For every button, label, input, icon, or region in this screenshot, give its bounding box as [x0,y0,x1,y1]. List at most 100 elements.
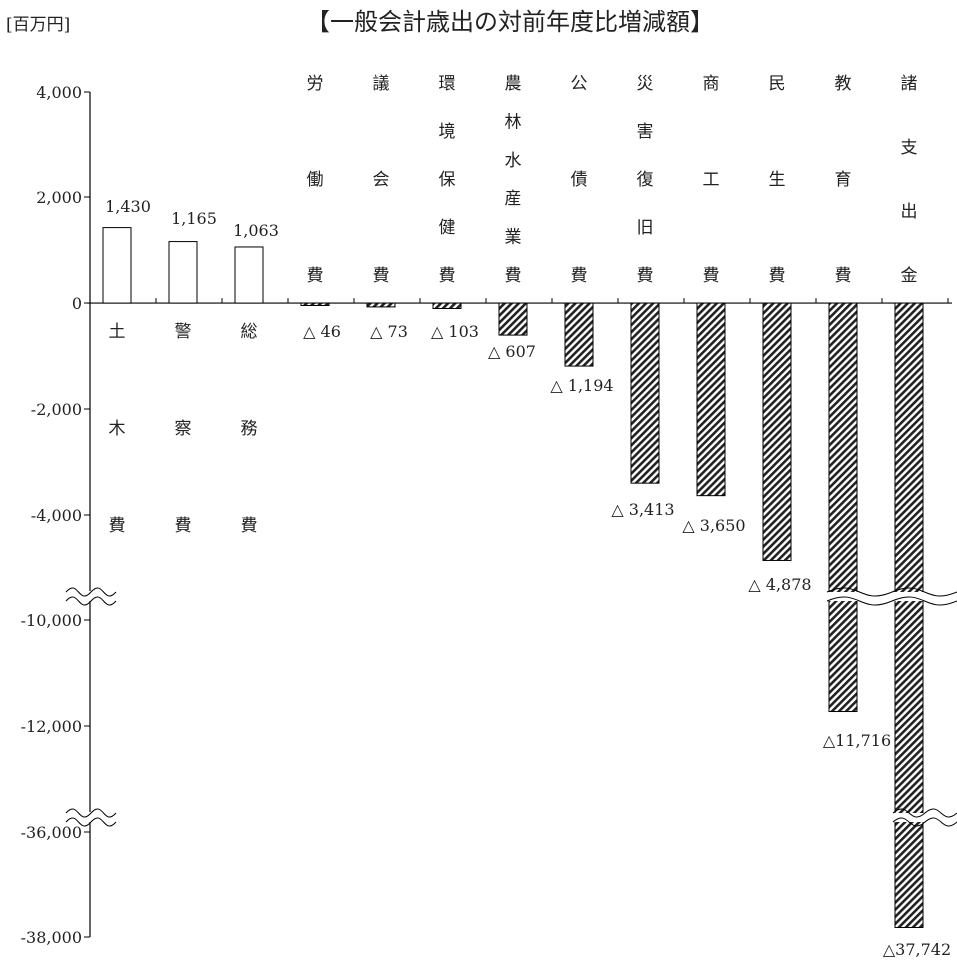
svg-text:総: 総 [241,322,258,342]
svg-text:商: 商 [703,74,720,94]
y-tick-label: -10,000 [21,611,82,630]
category-label: 議会費 [373,74,390,286]
bar [630,302,660,484]
value-label: △ 73 [370,322,408,341]
value-label: △11,716 [823,731,891,750]
value-label: △ 1,194 [550,376,613,395]
svg-text:務: 務 [241,419,258,439]
bar-break-lower [826,587,957,606]
axis-break-lower [65,587,117,606]
svg-text:水: 水 [505,151,522,171]
svg-text:会: 会 [373,170,390,190]
bar [828,302,858,713]
svg-text:費: 費 [109,516,126,536]
value-label: △ 607 [488,342,536,361]
category-label: 教育費 [835,74,852,286]
unit-label: [百万円] [6,15,70,35]
y-axis: 4,000 2,000 0 -2,000 -4,000 -10,000 -12,000 -36… [21,83,952,947]
axis-break-deep [65,808,117,827]
y-tick-label: -12,000 [21,717,82,736]
value-label: △ 103 [431,322,479,341]
svg-text:生: 生 [769,170,786,190]
y-tick-label: -4,000 [31,506,82,525]
svg-text:民: 民 [769,74,786,94]
svg-text:保: 保 [439,170,456,190]
svg-text:働: 働 [307,170,324,190]
svg-text:境: 境 [439,122,456,142]
svg-text:環: 環 [439,74,456,94]
y-tick-label: 2,000 [36,188,82,207]
svg-text:費: 費 [439,266,456,286]
svg-text:災: 災 [637,74,654,94]
category-label: 総務費 [241,322,258,536]
data-labels: 土木費警察費総務費労働費議会費環境保健費農林水産業費公債費災害復旧費商工費民生費… [105,74,951,959]
svg-text:害: 害 [637,122,654,142]
y-tick-label: 0 [72,294,82,313]
chart-title: 【一般会計歳出の対前年度比増減額】 [306,8,714,36]
svg-text:債: 債 [571,170,588,190]
y-tick-label: 4,000 [36,83,82,102]
bar-break-deep [892,808,957,827]
bar [894,302,924,929]
svg-text:出: 出 [901,202,918,222]
svg-text:諸: 諸 [901,74,918,94]
bar [696,302,726,497]
svg-text:費: 費 [835,266,852,286]
svg-text:工: 工 [703,170,720,190]
value-label: △ 4,878 [748,575,811,594]
svg-text:費: 費 [703,266,720,286]
svg-text:復: 復 [637,170,654,190]
bar [366,302,396,308]
svg-text:旧: 旧 [637,218,654,238]
svg-text:業: 業 [505,228,522,248]
axis-breaks [65,587,957,827]
svg-text:費: 費 [307,266,324,286]
category-label: 土木費 [109,322,126,536]
svg-text:警: 警 [175,322,192,342]
svg-text:農: 農 [505,74,522,94]
bar [432,302,462,309]
bar [234,246,264,304]
svg-text:公: 公 [571,74,588,94]
category-label: 警察費 [175,322,192,536]
svg-text:教: 教 [835,74,852,94]
category-label: 商工費 [703,74,720,286]
svg-text:議: 議 [373,74,390,94]
svg-text:産: 産 [505,189,522,209]
value-label: △37,742 [883,940,951,959]
value-label: 1,430 [105,197,151,216]
svg-text:健: 健 [439,218,456,238]
category-label: 労働費 [307,74,324,286]
svg-text:費: 費 [373,266,390,286]
bar [498,302,528,336]
svg-text:育: 育 [835,170,852,190]
svg-text:費: 費 [175,516,192,536]
svg-text:費: 費 [505,266,522,286]
bar-series [102,227,924,929]
svg-text:費: 費 [571,266,588,286]
category-label: 民生費 [769,74,786,286]
svg-text:支: 支 [901,138,918,158]
svg-text:木: 木 [109,419,126,439]
value-label: 1,063 [233,221,279,240]
value-label: △ 46 [303,322,341,341]
svg-text:費: 費 [769,266,786,286]
bar [168,241,198,304]
bar [564,302,594,367]
svg-text:土: 土 [109,322,126,342]
svg-text:労: 労 [307,74,324,94]
value-label: △ 3,650 [682,516,745,535]
svg-text:察: 察 [175,419,192,439]
value-label: △ 3,413 [611,500,674,519]
svg-text:林: 林 [505,112,522,132]
y-tick-label: -36,000 [21,823,82,842]
bar [102,227,132,304]
value-label: 1,165 [171,209,217,228]
y-tick-label: -2,000 [31,400,82,419]
bar [762,302,792,561]
